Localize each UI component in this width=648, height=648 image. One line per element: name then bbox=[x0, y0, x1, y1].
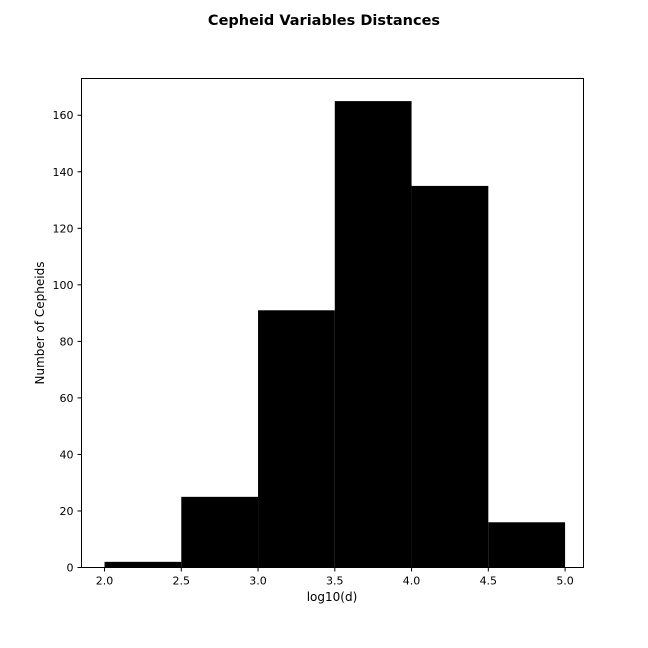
y-tick-label: 20 bbox=[60, 505, 74, 518]
y-tick-label: 160 bbox=[53, 109, 74, 122]
plot-area-frame bbox=[81, 78, 584, 568]
histogram-bar-0 bbox=[104, 561, 182, 568]
x-tick-label: 2.0 bbox=[96, 575, 114, 588]
y-axis-ticks: 0 20 40 60 80 100 120 140 160 bbox=[53, 109, 82, 575]
y-tick-label: 60 bbox=[60, 392, 74, 405]
histogram-bar-4 bbox=[411, 185, 489, 568]
x-axis-ticks: 2.0 2.5 3.0 3.5 4.0 4.5 5.0 bbox=[96, 567, 574, 588]
histogram-bar-5 bbox=[488, 522, 566, 568]
y-tick-label: 40 bbox=[60, 448, 74, 461]
y-tick-label: 120 bbox=[53, 222, 74, 235]
y-tick-label: 0 bbox=[67, 562, 74, 575]
x-tick-label: 3.5 bbox=[326, 575, 344, 588]
histogram-bars bbox=[104, 101, 566, 568]
y-axis-label: Number of Cepheids bbox=[33, 262, 47, 385]
histogram-bar-1 bbox=[181, 496, 259, 568]
x-tick-label: 4.0 bbox=[403, 575, 421, 588]
x-tick-label: 4.5 bbox=[480, 575, 498, 588]
x-axis-label: log10(d) bbox=[307, 590, 358, 604]
x-tick-label: 2.5 bbox=[173, 575, 191, 588]
histogram-bar-3 bbox=[334, 101, 412, 568]
chart-title: Cepheid Variables Distances bbox=[208, 13, 440, 29]
y-tick-label: 80 bbox=[60, 335, 74, 348]
histogram-bar-2 bbox=[258, 310, 335, 568]
y-tick-label: 140 bbox=[53, 166, 74, 179]
x-tick-label: 5.0 bbox=[556, 575, 574, 588]
y-tick-label: 100 bbox=[53, 279, 74, 292]
x-tick-label: 3.0 bbox=[249, 575, 267, 588]
